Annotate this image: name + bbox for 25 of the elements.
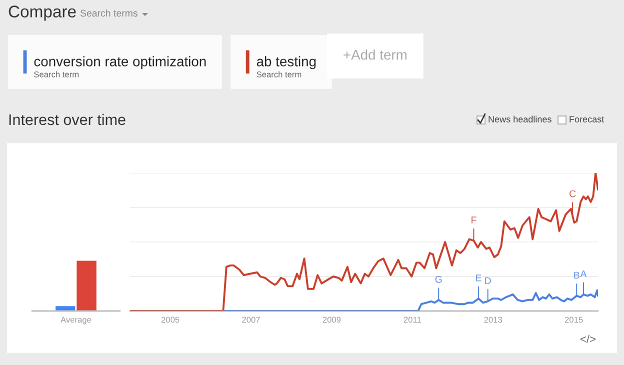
annotation: E (476, 274, 482, 282)
annotation: B (574, 272, 580, 279)
annotation: C (570, 190, 576, 198)
text: +Add term (344, 50, 406, 60)
text: Forecast (570, 116, 604, 122)
legend-label: conversion rate optimization (34, 56, 206, 70)
text: News headlines (488, 116, 552, 122)
x-tick-label: 2013 (484, 316, 502, 323)
annotation: D (485, 277, 491, 284)
x-tick-label: 2005 (161, 316, 180, 323)
text: Search term (256, 71, 302, 78)
chart-title: Interest over time (9, 114, 126, 126)
x-tick-label: 2015 (564, 316, 583, 323)
annotation: A (580, 270, 587, 278)
legend-label: ab testing (256, 56, 316, 70)
text: </> (580, 334, 596, 343)
text: Search terms (80, 9, 138, 17)
x-tick-label: 2007 (242, 316, 260, 323)
annotation: F (472, 216, 476, 224)
text: Search term (34, 71, 79, 78)
x-tick-label: Average (60, 316, 92, 324)
x-tick-label: 2009 (322, 316, 341, 323)
text: Compare (8, 6, 76, 21)
annotation: G (435, 276, 442, 283)
x-tick-label: 2011 (404, 316, 421, 323)
